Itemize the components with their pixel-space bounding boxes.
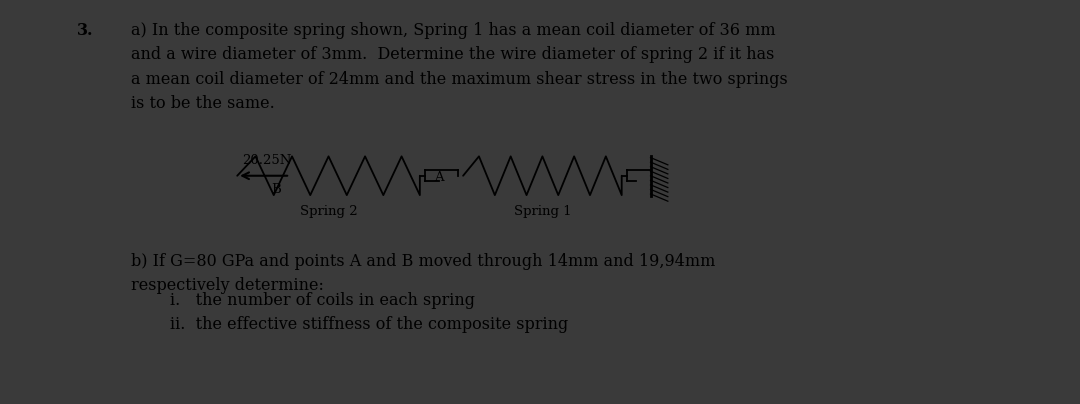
Text: i.   the number of coils in each spring: i. the number of coils in each spring [170, 292, 475, 309]
Text: a) In the composite spring shown, Spring 1 has a mean coil diameter of 36 mm
and: a) In the composite spring shown, Spring… [132, 22, 788, 112]
Text: b) If G=80 GPa and points A and B moved through 14mm and 19,94mm
respectively de: b) If G=80 GPa and points A and B moved … [132, 252, 716, 294]
Text: Spring 1: Spring 1 [514, 205, 571, 218]
Text: 3.: 3. [77, 22, 93, 39]
Text: A: A [434, 171, 444, 184]
Text: 20.25N: 20.25N [242, 154, 292, 167]
Text: B: B [271, 183, 281, 196]
Text: Spring 2: Spring 2 [300, 205, 357, 218]
Text: ii.  the effective stiffness of the composite spring: ii. the effective stiffness of the compo… [170, 316, 568, 333]
